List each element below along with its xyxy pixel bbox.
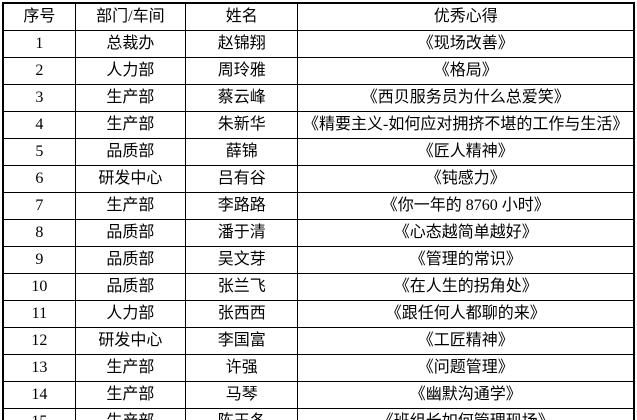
table-cell-dept: 生产部 xyxy=(74,381,187,409)
table-row: 1 总裁办 赵锦翔 《现场改善》 xyxy=(2,30,635,58)
table-row: 12 研发中心 李国富 《工匠精神》 xyxy=(2,327,635,355)
table-cell-dept: 品质部 xyxy=(74,219,187,247)
table-cell-name: 吕有谷 xyxy=(185,165,299,193)
table-cell-no: 9 xyxy=(2,246,76,274)
table-cell-title: 《跟任何人都聊的来》 xyxy=(297,300,635,328)
table-cell-name: 赵锦翔 xyxy=(185,30,299,58)
table-cell-dept: 研发中心 xyxy=(74,327,187,355)
table-cell-no: 3 xyxy=(2,84,76,112)
table-row: 14 生产部 马琴 《幽默沟通学》 xyxy=(2,381,635,409)
table-cell-name: 潘于清 xyxy=(185,219,299,247)
table-cell-dept: 品质部 xyxy=(74,273,187,301)
table-cell-title: 《问题管理》 xyxy=(297,354,635,382)
table-cell-name: 李国富 xyxy=(185,327,299,355)
table-cell-title: 《精要主义-如何应对拥挤不堪的工作与生活》 xyxy=(297,111,635,139)
table-row: 3 生产部 蔡云峰 《西贝服务员为什么总爱笑》 xyxy=(2,84,635,112)
table-cell-no: 1 xyxy=(2,30,76,58)
table-row: 7 生产部 李路路 《你一年的 8760 小时》 xyxy=(2,192,635,220)
table-cell-title: 《西贝服务员为什么总爱笑》 xyxy=(297,84,635,112)
table-row: 9 品质部 吴文芽 《管理的常识》 xyxy=(2,246,635,274)
table-row: 11 人力部 张西西 《跟任何人都聊的来》 xyxy=(2,300,635,328)
table-cell-no: 12 xyxy=(2,327,76,355)
table-cell-name: 薛锦 xyxy=(185,138,299,166)
table-cell-dept: 生产部 xyxy=(74,408,187,420)
table-cell-dept: 人力部 xyxy=(74,57,187,85)
table-cell-no: 7 xyxy=(2,192,76,220)
table-cell-title: 《在人生的拐角处》 xyxy=(297,273,635,301)
table-cell-no: 10 xyxy=(2,273,76,301)
table-cell-no: 11 xyxy=(2,300,76,328)
table-cell-no: 15 xyxy=(2,408,76,420)
table-header-row: 序号 部门/车间 姓名 优秀心得 xyxy=(2,2,635,31)
column-header-name: 姓名 xyxy=(185,2,299,31)
table-cell-title: 《匠人精神》 xyxy=(297,138,635,166)
table-cell-dept: 生产部 xyxy=(74,84,187,112)
table-cell-name: 周玲雅 xyxy=(185,57,299,85)
table-cell-no: 4 xyxy=(2,111,76,139)
table-row: 4 生产部 朱新华 《精要主义-如何应对拥挤不堪的工作与生活》 xyxy=(2,111,635,139)
table-cell-no: 8 xyxy=(2,219,76,247)
table-cell-dept: 人力部 xyxy=(74,300,187,328)
table-cell-title: 《幽默沟通学》 xyxy=(297,381,635,409)
column-header-title: 优秀心得 xyxy=(297,2,635,31)
table-cell-no: 5 xyxy=(2,138,76,166)
column-header-no: 序号 xyxy=(2,2,76,31)
table-cell-dept: 生产部 xyxy=(74,111,187,139)
table-cell-title: 《你一年的 8760 小时》 xyxy=(297,192,635,220)
table-row: 13 生产部 许强 《问题管理》 xyxy=(2,354,635,382)
table-cell-name: 张西西 xyxy=(185,300,299,328)
table-cell-no: 2 xyxy=(2,57,76,85)
table-cell-dept: 生产部 xyxy=(74,192,187,220)
table-cell-name: 许强 xyxy=(185,354,299,382)
table-cell-title: 《心态越简单越好》 xyxy=(297,219,635,247)
table-row: 10 品质部 张兰飞 《在人生的拐角处》 xyxy=(2,273,635,301)
table-cell-title: 《管理的常识》 xyxy=(297,246,635,274)
table-cell-no: 14 xyxy=(2,381,76,409)
table-cell-dept: 研发中心 xyxy=(74,165,187,193)
table-row: 6 研发中心 吕有谷 《钝感力》 xyxy=(2,165,635,193)
column-header-dept: 部门/车间 xyxy=(74,2,187,31)
table-cell-name: 陈玉冬 xyxy=(185,408,299,420)
table-cell-name: 朱新华 xyxy=(185,111,299,139)
table-row: 5 品质部 薛锦 《匠人精神》 xyxy=(2,138,635,166)
table-cell-title: 《现场改善》 xyxy=(297,30,635,58)
table-cell-title: 《钝感力》 xyxy=(297,165,635,193)
table-cell-name: 李路路 xyxy=(185,192,299,220)
table-row: 2 人力部 周玲雅 《格局》 xyxy=(2,57,635,85)
table-cell-title: 《班组长如何管理现场》 xyxy=(297,408,635,420)
table-cell-title: 《格局》 xyxy=(297,57,635,85)
table-cell-name: 吴文芽 xyxy=(185,246,299,274)
table-cell-dept: 品质部 xyxy=(74,246,187,274)
table-cell-no: 13 xyxy=(2,354,76,382)
table-cell-no: 6 xyxy=(2,165,76,193)
table-cell-name: 马琴 xyxy=(185,381,299,409)
table-row: 15生产部陈玉冬《班组长如何管理现场》 xyxy=(2,408,635,420)
table-cell-dept: 品质部 xyxy=(74,138,187,166)
table-row: 8 品质部 潘于清 《心态越简单越好》 xyxy=(2,219,635,247)
table-cell-name: 蔡云峰 xyxy=(185,84,299,112)
table-cell-name: 张兰飞 xyxy=(185,273,299,301)
table-body: 1 总裁办 赵锦翔 《现场改善》 2 人力部 周玲雅 《格局》 3 生产部 蔡云峰 《西贝服务员为什么… xyxy=(2,30,635,420)
table-cell-dept: 总裁办 xyxy=(74,30,187,58)
table-cell-title: 《工匠精神》 xyxy=(297,327,635,355)
table-cell-dept: 生产部 xyxy=(74,354,187,382)
